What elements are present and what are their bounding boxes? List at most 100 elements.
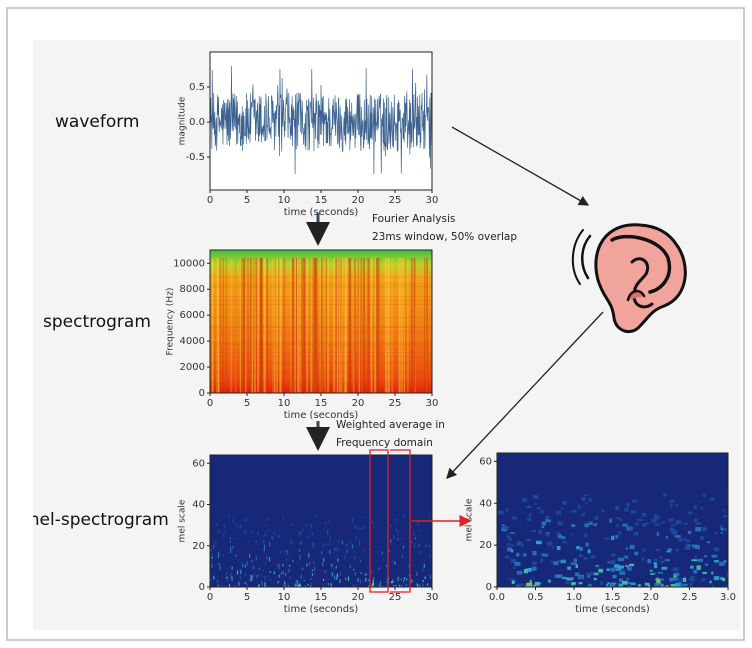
annotation: Fourier Analysis	[372, 213, 455, 225]
mel-texture	[230, 550, 231, 553]
mel-texture	[627, 566, 629, 569]
mel-texture	[615, 535, 618, 539]
y-tick-label: 40	[479, 498, 492, 509]
x-tick-label: 0	[207, 195, 213, 206]
mel-texture	[248, 540, 249, 542]
mel-texture	[264, 545, 265, 549]
mel-texture	[672, 530, 678, 534]
spectrogram-texture	[210, 386, 432, 387]
mel-texture	[279, 564, 280, 568]
mel-texture	[292, 541, 293, 545]
mel-texture	[266, 557, 267, 559]
mel-texture	[571, 510, 576, 512]
mel-texture	[522, 498, 527, 502]
mel-texture	[269, 542, 270, 546]
mel-texture	[678, 538, 682, 541]
mel-texture	[650, 573, 655, 575]
mel-texture	[397, 578, 398, 582]
mel-texture	[237, 538, 238, 540]
mel-texture	[389, 550, 390, 552]
mel-texture	[330, 536, 331, 540]
mel-texture	[285, 550, 286, 553]
x-tick-label: 2.0	[643, 592, 659, 603]
y-tick-label: 60	[192, 458, 205, 469]
mel-texture	[211, 579, 212, 581]
mel-texture	[515, 562, 521, 566]
mel-texture	[570, 533, 572, 535]
mel-texture	[624, 508, 628, 512]
mel-texture	[274, 531, 275, 534]
mel-texture	[334, 575, 335, 579]
mel-texture	[562, 501, 567, 505]
mel-texture	[658, 572, 663, 574]
mel-texture	[364, 573, 365, 575]
mel-texture	[418, 522, 419, 526]
mel-texture	[337, 575, 338, 578]
mel-texture	[665, 559, 670, 561]
spectrogram-texture	[210, 382, 432, 383]
mel-texture	[689, 578, 694, 581]
mel-texture	[264, 548, 265, 551]
spectrogram-texture	[210, 326, 432, 327]
mel-texture	[609, 518, 612, 522]
mel-texture	[225, 531, 226, 533]
mel-texture	[257, 531, 258, 535]
mel-texture	[632, 500, 637, 503]
mel-texture	[406, 578, 407, 580]
mel-texture	[694, 505, 697, 509]
mel-texture	[218, 555, 219, 557]
mel-texture	[213, 545, 214, 548]
mel-texture	[216, 523, 217, 526]
mel-texture	[542, 526, 545, 528]
mel-texture	[555, 574, 561, 577]
mel-texture	[689, 583, 692, 586]
mel-texture	[261, 581, 262, 585]
mel-texture	[336, 577, 337, 579]
mel-texture	[598, 569, 603, 573]
mel-texture	[312, 569, 313, 571]
mel-texture	[695, 556, 697, 559]
mel-texture	[232, 546, 233, 549]
mel-texture	[323, 558, 324, 562]
mel-texture	[619, 519, 622, 521]
mel-texture	[304, 580, 305, 582]
mel-texture	[631, 582, 636, 585]
mel-texture	[512, 581, 515, 584]
y-tick-label: 0.5	[189, 82, 205, 93]
mel-texture	[707, 541, 710, 543]
mel-texture	[312, 532, 313, 536]
mel-texture	[517, 571, 523, 575]
mel-texture	[537, 507, 541, 509]
mel-texture	[422, 584, 423, 586]
mel-texture	[240, 524, 241, 528]
mel-texture	[295, 584, 296, 587]
mel-texture	[700, 536, 704, 540]
mel-texture	[245, 530, 246, 534]
spectrogram-texture	[210, 383, 432, 384]
mel-texture	[339, 579, 340, 583]
mel-texture	[265, 532, 266, 536]
plot-content	[497, 453, 732, 591]
mel-texture	[578, 575, 584, 579]
mel-texture	[278, 581, 279, 583]
mel-texture	[289, 553, 290, 555]
mel-texture	[329, 543, 330, 546]
mel-texture	[323, 579, 324, 581]
mel-texture	[686, 540, 690, 542]
mel-texture	[545, 532, 549, 536]
mel-texture	[574, 558, 577, 562]
mel-texture	[245, 573, 246, 576]
mel-texture	[226, 573, 227, 575]
mel-texture	[323, 544, 324, 547]
mel-texture	[321, 551, 322, 554]
mel-texture	[301, 575, 302, 579]
mel-texture	[669, 578, 673, 582]
mel-texture	[710, 581, 712, 584]
y-tick-label: 40	[192, 500, 205, 511]
mel-texture	[667, 549, 671, 551]
mel-texture	[712, 555, 718, 558]
mel-texture	[258, 574, 259, 576]
mel-texture	[607, 568, 610, 571]
x-tick-label: 5	[244, 398, 250, 409]
mel-texture	[246, 562, 247, 566]
